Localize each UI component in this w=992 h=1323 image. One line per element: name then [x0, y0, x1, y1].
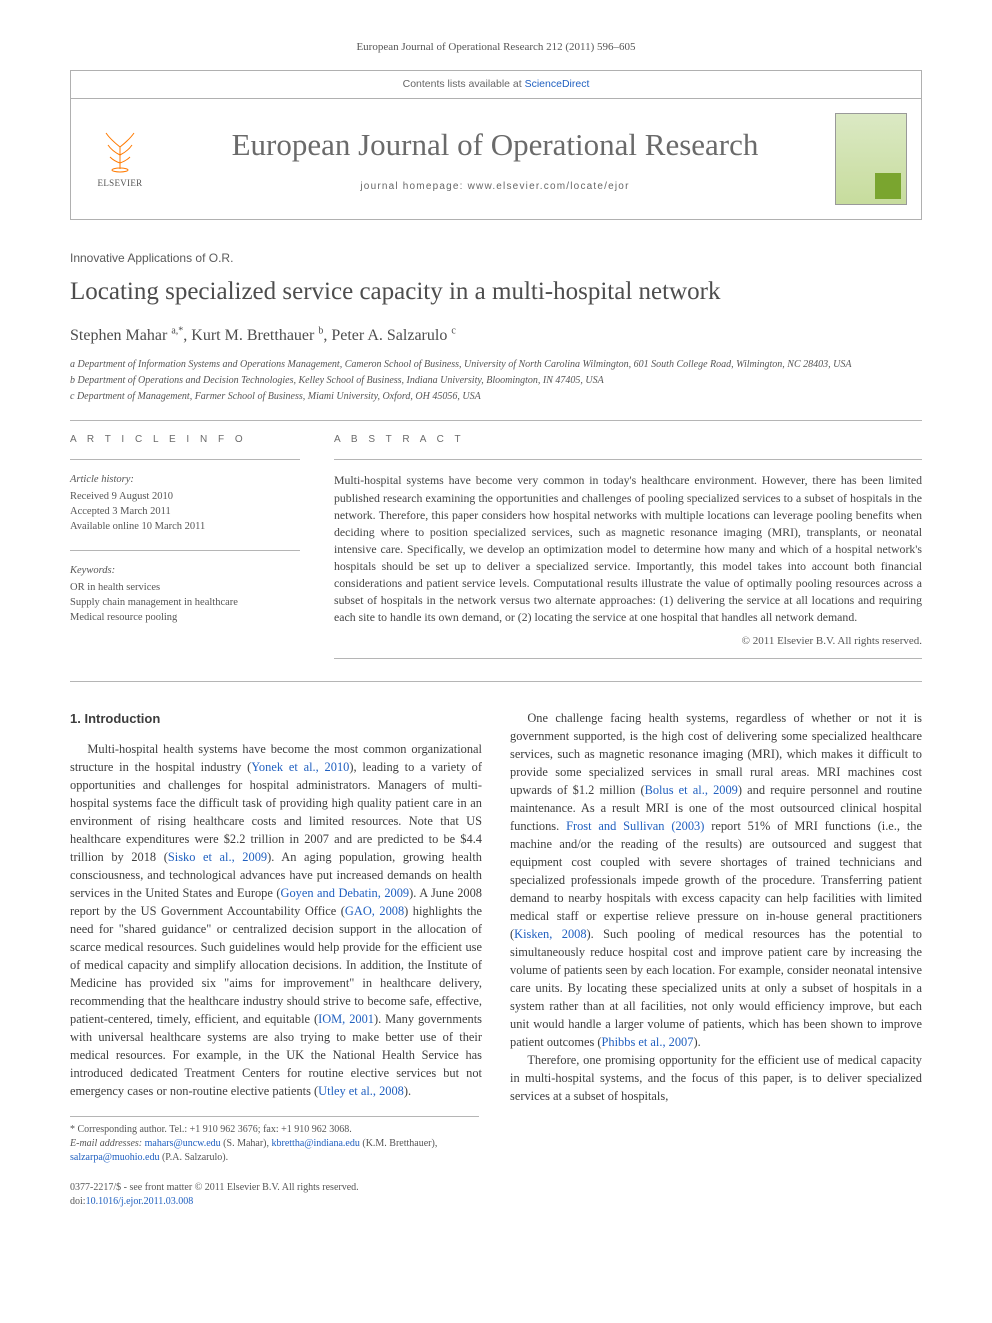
elsevier-name: ELSEVIER — [85, 179, 155, 189]
citation-link[interactable]: Phibbs et al., 2007 — [602, 1035, 694, 1049]
keywords-block: Keywords: OR in health services Supply c… — [70, 563, 300, 625]
abstract-heading: A B S T R A C T — [334, 433, 922, 448]
divider — [70, 459, 300, 460]
abstract-copyright: © 2011 Elsevier B.V. All rights reserved… — [334, 634, 922, 650]
affiliations: a Department of Information Systems and … — [70, 357, 922, 404]
page-footer: 0377-2217/$ - see front matter © 2011 El… — [70, 1181, 922, 1210]
contents-prefix: Contents lists available at — [403, 78, 525, 90]
section-heading: 1. Introduction — [70, 710, 482, 729]
email-addresses: E-mail addresses: mahars@uncw.edu (S. Ma… — [70, 1137, 479, 1165]
citation-link[interactable]: Goyen and Debatin, 2009 — [281, 886, 410, 900]
article-info-heading: A R T I C L E I N F O — [70, 433, 300, 448]
divider — [70, 681, 922, 682]
keyword: OR in health services — [70, 580, 300, 595]
elsevier-tree-icon — [98, 129, 142, 179]
article-category: Innovative Applications of O.R. — [70, 250, 922, 267]
homepage-label: journal homepage: — [360, 181, 467, 192]
journal-title: European Journal of Operational Research — [155, 123, 835, 168]
body-paragraph: One challenge facing health systems, reg… — [510, 710, 922, 1052]
contents-lists-line: Contents lists available at ScienceDirec… — [71, 71, 921, 99]
abstract-text: Multi-hospital systems have become very … — [334, 472, 922, 626]
author-list: Stephen Mahar a,*, Kurt M. Bretthauer b,… — [70, 324, 922, 347]
email-who: (P.A. Salzarulo). — [162, 1152, 228, 1163]
front-matter-line: 0377-2217/$ - see front matter © 2011 El… — [70, 1181, 359, 1196]
citation-link[interactable]: Sisko et al., 2009 — [168, 850, 267, 864]
citation-link[interactable]: Yonek et al., 2010 — [251, 760, 349, 774]
doi-line: doi:10.1016/j.ejor.2011.03.008 — [70, 1195, 359, 1210]
affiliation: a Department of Information Systems and … — [70, 357, 922, 372]
citation-link[interactable]: GAO, 2008 — [345, 904, 404, 918]
citation-link[interactable]: Bolus et al., 2009 — [645, 783, 738, 797]
history-item: Available online 10 March 2011 — [70, 519, 300, 534]
article-history: Article history: Received 9 August 2010 … — [70, 472, 300, 534]
history-item: Received 9 August 2010 — [70, 489, 300, 504]
author: Stephen Mahar a,* — [70, 327, 183, 344]
divider — [70, 420, 922, 421]
citation-link[interactable]: Utley et al., 2008 — [318, 1084, 404, 1098]
affiliation: c Department of Management, Farmer Schoo… — [70, 389, 922, 404]
divider — [334, 658, 922, 659]
emails-label: E-mail addresses: — [70, 1138, 142, 1149]
email-who: (K.M. Bretthauer) — [362, 1138, 434, 1149]
keyword: Medical resource pooling — [70, 610, 300, 625]
email-link[interactable]: salzarpa@muohio.edu — [70, 1152, 159, 1163]
citation-link[interactable]: Kisken, 2008 — [514, 927, 586, 941]
elsevier-logo: ELSEVIER — [85, 129, 155, 189]
footnotes: * Corresponding author. Tel.: +1 910 962… — [70, 1116, 479, 1165]
email-link[interactable]: mahars@uncw.edu — [145, 1138, 221, 1149]
divider — [334, 459, 922, 460]
email-link[interactable]: kbrettha@indiana.edu — [272, 1138, 360, 1149]
journal-reference: European Journal of Operational Research… — [70, 40, 922, 56]
body-two-column: 1. Introduction Multi-hospital health sy… — [70, 710, 922, 1106]
affiliation: b Department of Operations and Decision … — [70, 373, 922, 388]
body-paragraph: Therefore, one promising opportunity for… — [510, 1052, 922, 1106]
journal-cover-thumb — [835, 113, 907, 205]
email-who: (S. Mahar) — [223, 1138, 266, 1149]
keyword: Supply chain management in healthcare — [70, 595, 300, 610]
journal-header: Contents lists available at ScienceDirec… — [70, 70, 922, 220]
sciencedirect-link[interactable]: ScienceDirect — [525, 78, 590, 90]
history-item: Accepted 3 March 2011 — [70, 504, 300, 519]
divider — [70, 550, 300, 551]
homepage-url[interactable]: www.elsevier.com/locate/ejor — [468, 181, 630, 192]
body-paragraph: Multi-hospital health systems have becom… — [70, 741, 482, 1101]
citation-link[interactable]: Frost and Sullivan (2003) — [566, 819, 704, 833]
journal-homepage: journal homepage: www.elsevier.com/locat… — [155, 180, 835, 195]
doi-link[interactable]: 10.1016/j.ejor.2011.03.008 — [86, 1196, 194, 1207]
keywords-label: Keywords: — [70, 563, 300, 578]
author: Kurt M. Bretthauer b — [191, 327, 323, 344]
author: Peter A. Salzarulo c — [331, 327, 455, 344]
citation-link[interactable]: IOM, 2001 — [318, 1012, 374, 1026]
history-label: Article history: — [70, 472, 300, 487]
corresponding-author-note: * Corresponding author. Tel.: +1 910 962… — [70, 1123, 479, 1137]
article-title: Locating specialized service capacity in… — [70, 274, 922, 310]
